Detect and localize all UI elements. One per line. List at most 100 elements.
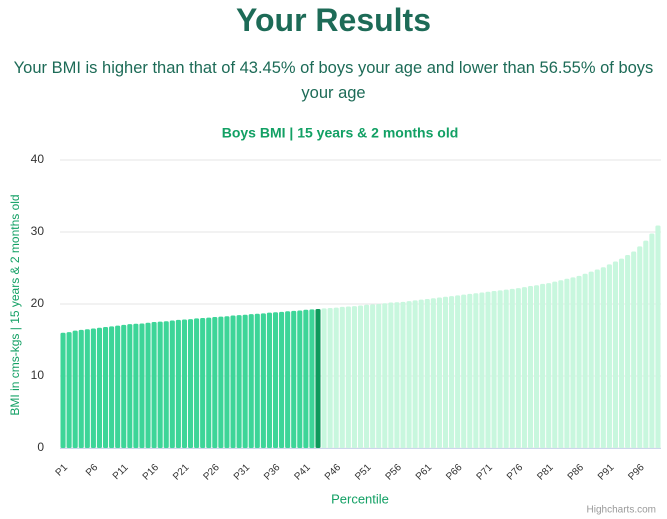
- x-tick-label: P56: [384, 462, 405, 483]
- chart-title: Boys BMI | 15 years & 2 months old: [222, 125, 459, 141]
- bar: [576, 275, 582, 448]
- bar: [479, 292, 485, 448]
- bar: [157, 321, 163, 448]
- bar: [139, 323, 145, 448]
- bar: [272, 312, 279, 448]
- bar: [163, 321, 169, 448]
- x-tick-label: P96: [626, 462, 647, 483]
- bar: [497, 290, 503, 448]
- x-tick-label: P36: [262, 462, 283, 483]
- bar: [242, 314, 248, 448]
- bar: [467, 293, 473, 448]
- x-axis-label: Percentile: [331, 491, 389, 506]
- bar: [418, 299, 424, 448]
- y-tick-label: 30: [31, 224, 45, 238]
- bar: [546, 283, 552, 448]
- x-tick-label: P66: [444, 462, 465, 483]
- x-tick-label: P16: [141, 462, 162, 483]
- bar: [461, 294, 467, 448]
- bar: [327, 307, 333, 448]
- x-tick-label: P6: [84, 462, 101, 479]
- bar: [260, 313, 266, 448]
- x-tick-label: P61: [414, 462, 435, 483]
- bar: [84, 329, 90, 448]
- bar: [345, 306, 351, 448]
- y-tick-label: 40: [31, 152, 45, 166]
- bar: [78, 329, 84, 448]
- bar: [625, 255, 631, 448]
- bar: [297, 310, 303, 448]
- bar: [285, 311, 291, 448]
- x-tick-label: P31: [232, 462, 253, 483]
- bar: [643, 240, 649, 448]
- bar: [491, 291, 497, 448]
- bar: [588, 271, 594, 448]
- bar: [582, 273, 588, 448]
- page-subtitle: Your BMI is higher than that of 43.45% o…: [13, 59, 654, 102]
- bar: [473, 293, 479, 448]
- bar: [406, 301, 412, 448]
- bar: [115, 325, 121, 448]
- bar: [121, 324, 127, 448]
- bar: [66, 332, 72, 448]
- y-tick-label: 20: [31, 296, 45, 310]
- bar: [527, 286, 534, 448]
- bar: [151, 322, 157, 448]
- bar: [382, 303, 388, 448]
- bar: [376, 304, 382, 448]
- bar: [521, 287, 527, 448]
- bar: [400, 301, 406, 448]
- bar: [236, 315, 242, 448]
- bar: [90, 328, 96, 448]
- bar: [248, 314, 254, 448]
- x-tick-label: P41: [292, 462, 313, 483]
- bar: [309, 309, 315, 448]
- bar: [442, 296, 449, 448]
- bar: [637, 246, 643, 448]
- bar: [430, 298, 436, 448]
- bar: [339, 306, 345, 448]
- bar: [212, 316, 218, 448]
- x-tick-label: P51: [353, 462, 374, 483]
- bar: [181, 319, 187, 448]
- bar: [109, 326, 115, 448]
- bar: [254, 313, 260, 448]
- bar: [449, 296, 455, 448]
- x-tick-label: P1: [54, 462, 71, 479]
- bar: [96, 327, 103, 448]
- bar: [194, 318, 200, 448]
- bar: [218, 316, 224, 448]
- bar: [60, 332, 66, 448]
- bar: [315, 309, 321, 448]
- bar: [333, 307, 339, 448]
- bar: [509, 288, 515, 448]
- bar: [534, 285, 540, 448]
- x-tick-label: P91: [596, 462, 617, 483]
- bar: [206, 317, 212, 448]
- bar: [631, 251, 637, 448]
- bar: [394, 302, 400, 448]
- bar: [388, 302, 394, 448]
- x-tick-label: P81: [535, 462, 556, 483]
- x-tick-label: P26: [201, 462, 222, 483]
- bar: [552, 281, 558, 448]
- bar: [321, 308, 327, 448]
- bar: [224, 316, 230, 448]
- bar: [436, 297, 442, 448]
- bar: [503, 289, 509, 448]
- x-tick-label: P86: [566, 462, 587, 483]
- y-tick-label: 0: [37, 440, 44, 454]
- bar: [600, 267, 606, 448]
- x-tick-label: P11: [111, 462, 131, 482]
- bar: [266, 312, 272, 448]
- bar: [279, 311, 285, 448]
- bar: [412, 300, 418, 448]
- bar: [649, 233, 655, 448]
- page-title: Your Results: [236, 2, 431, 38]
- bar: [145, 322, 151, 448]
- bar: [612, 261, 619, 448]
- bar: [570, 277, 576, 448]
- bar: [133, 323, 139, 448]
